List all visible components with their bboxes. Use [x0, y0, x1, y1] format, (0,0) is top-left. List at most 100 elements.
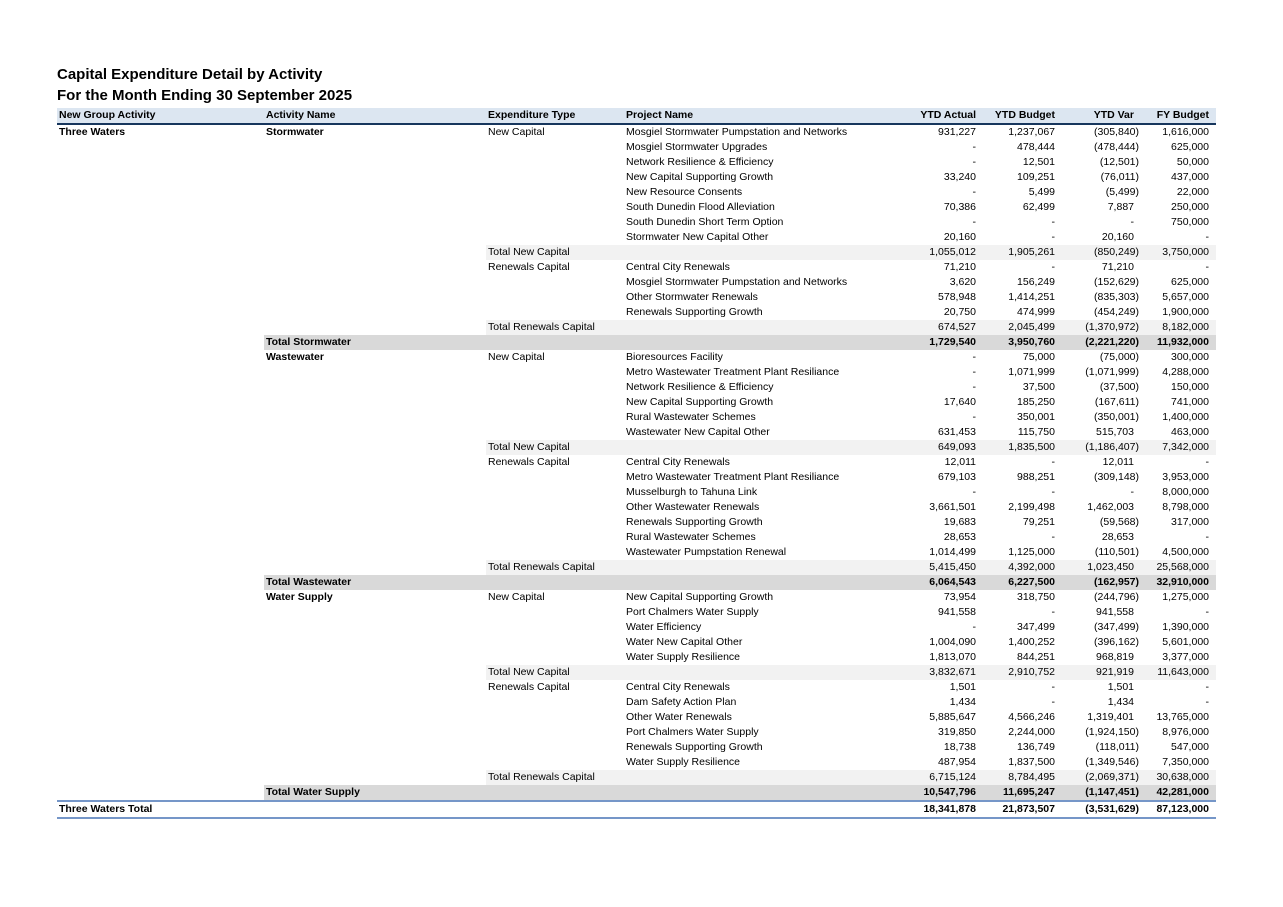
- cell-expenditure-type: [486, 695, 624, 710]
- cell-activity-name: Wastewater: [266, 351, 324, 363]
- cell-ytd-budget: 79,251: [1022, 516, 1055, 528]
- cell-activity-name: [264, 500, 486, 515]
- cell-project-name: Network Resilience & Efficiency: [626, 156, 774, 168]
- table-row: New Capital Supporting Growth 17,640 185,2…: [57, 395, 1216, 410]
- cell-ytd-budget: 6,227,500: [983, 575, 1062, 590]
- cell-expenditure-type: New Capital: [488, 126, 545, 138]
- cell-fy-budget: 150,000: [1171, 381, 1209, 393]
- cell-expenditure-type: [486, 290, 624, 305]
- table-row: Renewals Capital Central City Renewals 12,…: [57, 455, 1216, 470]
- cell-ytd-var: (1,349,546): [1085, 756, 1139, 768]
- cell-ytd-var: (76,011): [1100, 171, 1139, 183]
- cell-ytd-budget: 4,566,246: [1008, 711, 1055, 723]
- cell-ytd-actual: 17,640: [943, 396, 976, 408]
- table-row: Musselburgh to Tahuna Link - - - 8,000,000: [57, 485, 1216, 500]
- cell-fy-budget: 7,350,000: [1162, 756, 1209, 768]
- table-row: Water New Capital Other 1,004,090 1,400,25…: [57, 635, 1216, 650]
- subtotal-row: Total New Capital 3,832,671 2,910,752 921,9…: [57, 665, 1216, 680]
- cell-ytd-actual: 5,885,647: [929, 711, 976, 723]
- cell-fy-budget: 317,000: [1171, 516, 1209, 528]
- column-header-activity-name: Activity Name: [264, 108, 486, 125]
- cell-group-activity: Three Waters Total: [57, 800, 264, 819]
- cell-project-name: Renewals Supporting Growth: [626, 306, 763, 318]
- cell-activity-name: [264, 245, 486, 260]
- cell-activity-name: [264, 200, 486, 215]
- cell-ytd-var: 968,819: [1096, 651, 1134, 663]
- cell-expenditure-type: New Capital: [488, 591, 545, 603]
- cell-expenditure-type: [486, 650, 624, 665]
- cell-group-activity: [57, 380, 264, 395]
- cell-ytd-var: (37,500): [1099, 381, 1139, 393]
- table-body: Three Waters Stormwater New Capital Mosgiel…: [57, 124, 1216, 819]
- cell-ytd-budget: -: [1051, 261, 1056, 273]
- cell-activity-name: [264, 650, 486, 665]
- cell-project-name: Port Chalmers Water Supply: [626, 606, 759, 618]
- cell-project-name: Rural Wastewater Schemes: [626, 411, 756, 423]
- table-row: Water Efficiency - 347,499 (347,499) 1,390,0…: [57, 620, 1216, 635]
- cell-ytd-budget: 37,500: [1022, 381, 1055, 393]
- cell-ytd-actual: 71,210: [943, 261, 976, 273]
- cell-expenditure-type: [486, 215, 624, 230]
- cell-activity-name: [264, 290, 486, 305]
- cell-expenditure-type: Total Renewals Capital: [486, 320, 624, 335]
- cell-fy-budget: -: [1205, 231, 1210, 243]
- cell-group-activity: [57, 500, 264, 515]
- cell-ytd-var: (850,249): [1062, 245, 1141, 260]
- cell-project-name: Port Chalmers Water Supply: [626, 726, 759, 738]
- cell-ytd-var: 28,653: [1101, 531, 1134, 543]
- cell-ytd-var: (350,001): [1094, 411, 1139, 423]
- cell-project-name: [624, 800, 904, 819]
- cell-ytd-var: (162,957): [1062, 575, 1141, 590]
- cell-group-activity: [57, 425, 264, 440]
- cell-expenditure-type: [486, 635, 624, 650]
- cell-expenditure-type: [486, 170, 624, 185]
- cell-expenditure-type: Renewals Capital: [488, 681, 570, 693]
- cell-fy-budget: 1,390,000: [1162, 621, 1209, 633]
- cell-activity-name: [264, 395, 486, 410]
- cell-activity-name: [264, 740, 486, 755]
- cell-group-activity: [57, 320, 264, 335]
- cell-expenditure-type: Renewals Capital: [488, 456, 570, 468]
- cell-fy-budget: -: [1205, 261, 1210, 273]
- cell-ytd-actual: -: [972, 486, 977, 498]
- cell-fy-budget: 25,568,000: [1141, 560, 1216, 575]
- cell-ytd-var: (454,249): [1094, 306, 1139, 318]
- cell-project-name: Wastewater Pumpstation Renewal: [626, 546, 787, 558]
- cell-fy-budget: 7,342,000: [1141, 440, 1216, 455]
- cell-ytd-budget: 1,835,500: [983, 440, 1062, 455]
- table-row: Port Chalmers Water Supply 941,558 - 941,55…: [57, 605, 1216, 620]
- cell-expenditure-type: [486, 425, 624, 440]
- cell-ytd-actual: 1,813,070: [929, 651, 976, 663]
- cell-group-activity: [57, 560, 264, 575]
- cell-ytd-budget: 1,237,067: [1008, 126, 1055, 138]
- cell-expenditure-type: [486, 155, 624, 170]
- cell-expenditure-type: [486, 710, 624, 725]
- cell-ytd-actual: 3,620: [949, 276, 976, 288]
- cell-ytd-budget: 474,999: [1017, 306, 1055, 318]
- table-row: Network Resilience & Efficiency - 12,501 (1…: [57, 155, 1216, 170]
- cell-ytd-actual: 73,954: [943, 591, 976, 603]
- table-row: Other Wastewater Renewals 3,661,501 2,199,…: [57, 500, 1216, 515]
- cell-ytd-var: (59,568): [1099, 516, 1139, 528]
- cell-fy-budget: -: [1205, 456, 1210, 468]
- cell-ytd-var: (835,303): [1094, 291, 1139, 303]
- cell-ytd-budget: 8,784,495: [983, 770, 1062, 785]
- cell-ytd-var: 941,558: [1096, 606, 1134, 618]
- cell-fy-budget: 1,900,000: [1162, 306, 1209, 318]
- table-row: South Dunedin Short Term Option - - - 750,00…: [57, 215, 1216, 230]
- cell-ytd-actual: -: [972, 411, 977, 423]
- cell-fy-budget: 8,182,000: [1141, 320, 1216, 335]
- cell-ytd-var: 12,011: [1102, 456, 1134, 468]
- cell-ytd-budget: 185,250: [1017, 396, 1055, 408]
- activity-total-row: Total Stormwater 1,729,540 3,950,760 (2,221…: [57, 335, 1216, 350]
- cell-fy-budget: 250,000: [1171, 201, 1209, 213]
- table-row: Metro Wastewater Treatment Plant Resilia…: [57, 365, 1216, 380]
- cell-expenditure-type: [486, 335, 624, 350]
- cell-group-activity: [57, 755, 264, 770]
- page-title: Capital Expenditure Detail by Activity: [57, 66, 323, 83]
- cell-group-activity: [57, 515, 264, 530]
- cell-ytd-var: (478,444): [1094, 141, 1139, 153]
- cell-ytd-budget: 478,444: [1017, 141, 1055, 153]
- cell-ytd-actual: 19,683: [943, 516, 976, 528]
